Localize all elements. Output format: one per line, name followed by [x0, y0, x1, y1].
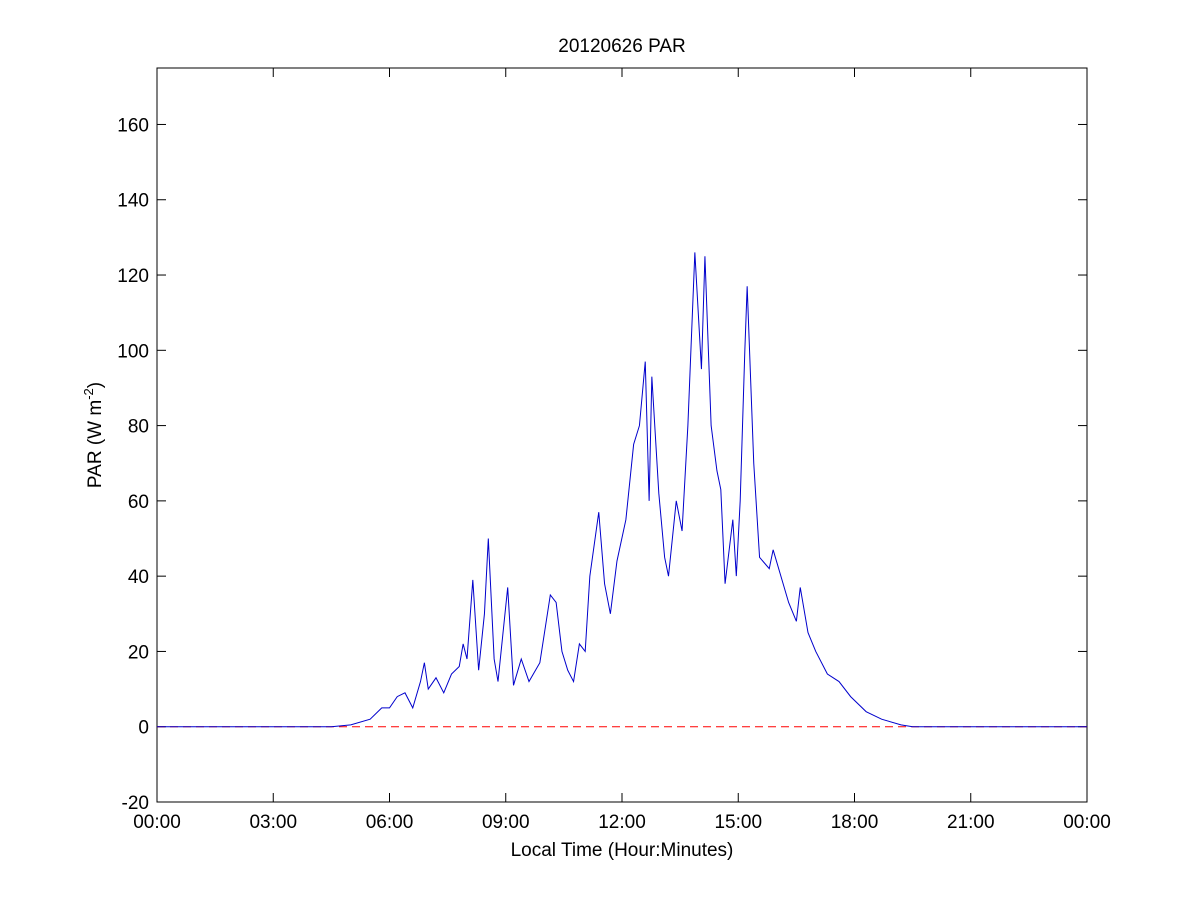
plot-area	[156, 67, 1088, 803]
x-tick-label: 03:00	[249, 812, 297, 833]
y-tick-label: 140	[117, 191, 149, 212]
y-tick-label: 0	[138, 718, 149, 739]
x-tick-label: 00:00	[1063, 812, 1111, 833]
x-axis-label: Local Time (Hour:Minutes)	[511, 840, 734, 861]
x-tick-label: 06:00	[366, 812, 414, 833]
y-tick-label: 100	[117, 341, 149, 362]
y-label-suffix: )	[85, 382, 106, 388]
y-tick-label: 20	[128, 642, 149, 663]
x-tick-label: 21:00	[947, 812, 995, 833]
x-tick-label: 12:00	[598, 812, 646, 833]
x-tick-label: 15:00	[714, 812, 762, 833]
y-tick-label: 160	[117, 115, 149, 136]
x-tick-label: 09:00	[482, 812, 530, 833]
y-tick-label: 80	[128, 417, 149, 438]
y-label-text: PAR (W m	[85, 400, 106, 488]
x-tick-label: 18:00	[831, 812, 879, 833]
y-tick-label: 60	[128, 492, 149, 513]
chart-title: 20120626 PAR	[558, 36, 685, 57]
y-tick-label: -20	[122, 793, 149, 814]
y-tick-label: 120	[117, 266, 149, 287]
x-tick-label: 00:00	[133, 812, 181, 833]
data-line	[157, 252, 1087, 728]
y-axis-label: PAR (W m-2)	[81, 382, 106, 488]
y-label-sup: -2	[81, 388, 96, 400]
y-tick-label: 40	[128, 567, 149, 588]
